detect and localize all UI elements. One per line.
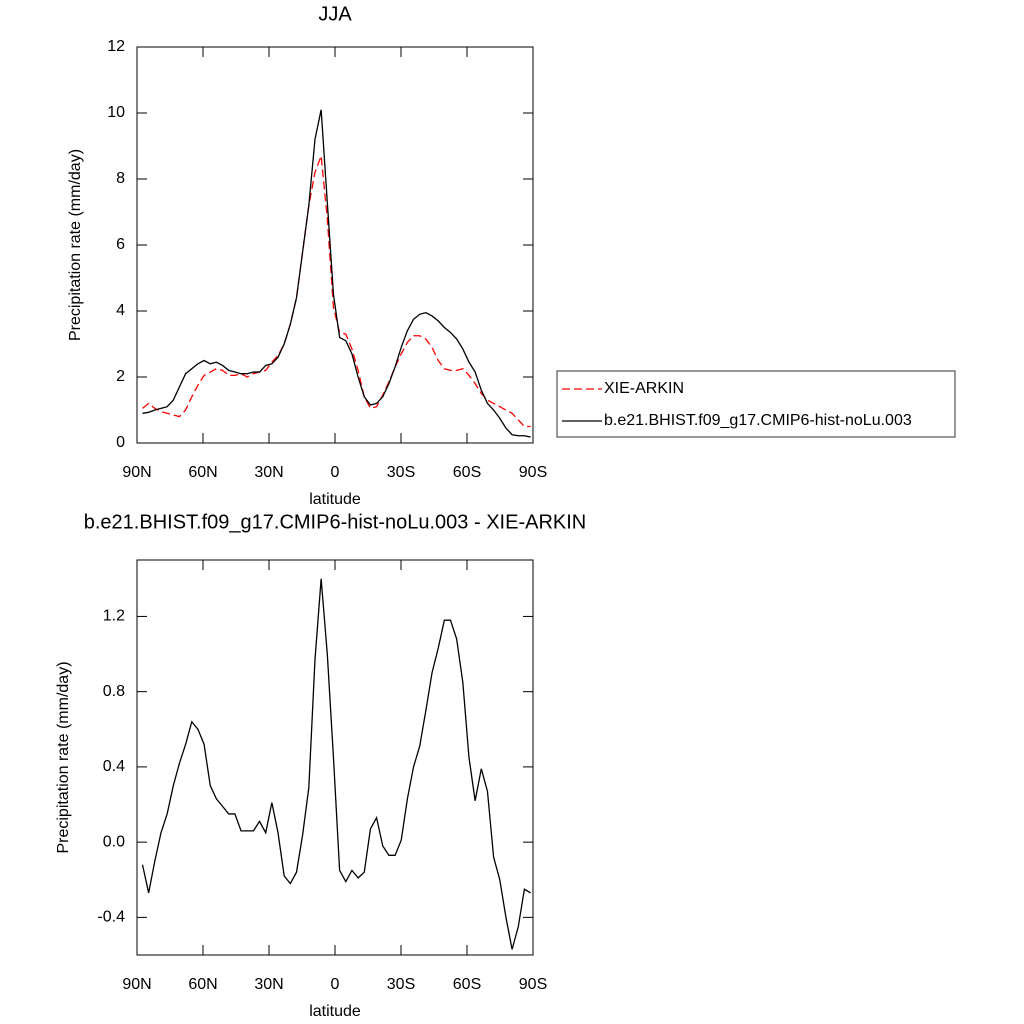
y-tick-label: 6: [116, 236, 125, 253]
x-axis-label: latitude: [309, 491, 361, 508]
x-tick-label: 60S: [453, 464, 481, 481]
plot-frame: [136, 46, 534, 444]
y-tick-label: 0.8: [103, 683, 125, 700]
x-tick-label: 90N: [122, 976, 151, 993]
x-tick-label: 0: [331, 976, 340, 993]
y-tick-label: 1.2: [103, 608, 125, 625]
chart-title: b.e21.BHIST.f09_g17.CMIP6-hist-noLu.003 …: [84, 511, 586, 533]
data-line: [142, 109, 531, 438]
legend-label: XIE-ARKIN: [604, 380, 684, 397]
x-tick-label: 30S: [387, 976, 415, 993]
y-tick-label: 8: [116, 170, 125, 187]
x-tick-label: 90S: [519, 976, 547, 993]
y-tick-label: 10: [107, 104, 125, 121]
x-axis-label: latitude: [309, 1003, 361, 1020]
x-tick-label: 30N: [254, 976, 283, 993]
x-tick-label: 90N: [122, 464, 151, 481]
data-line: [141, 578, 531, 950]
x-tick-label: 60S: [453, 976, 481, 993]
x-tick-label: 30S: [387, 464, 415, 481]
y-tick-label: 4: [116, 302, 125, 319]
y-axis-label: Precipitation rate (mm/day): [67, 149, 84, 341]
x-tick-label: 60N: [188, 976, 217, 993]
chart-title: JJA: [318, 3, 352, 25]
x-tick-label: 90S: [519, 464, 547, 481]
y-tick-label: 0.4: [103, 758, 125, 775]
y-tick-label: 0.0: [103, 833, 125, 850]
plot-frame: [136, 559, 534, 956]
x-tick-label: 0: [331, 464, 340, 481]
y-tick-label: -0.4: [97, 909, 125, 926]
x-tick-label: 30N: [254, 464, 283, 481]
y-tick-label: 0: [116, 434, 125, 451]
data-line: [142, 155, 531, 428]
y-axis-label: Precipitation rate (mm/day): [55, 661, 72, 853]
legend-box: [556, 370, 956, 438]
x-tick-label: 60N: [188, 464, 217, 481]
y-tick-label: 12: [107, 38, 125, 55]
legend-label: b.e21.BHIST.f09_g17.CMIP6-hist-noLu.003: [604, 412, 912, 429]
y-tick-label: 2: [116, 368, 125, 385]
